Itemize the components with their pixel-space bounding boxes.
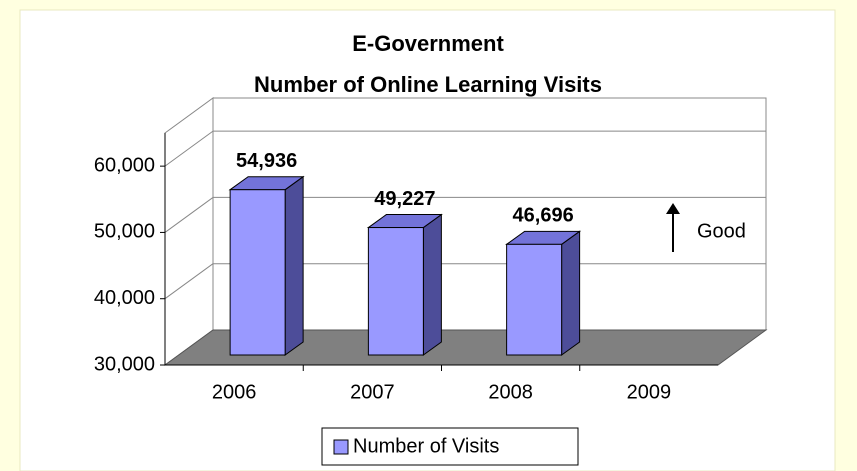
left-wall <box>164 97 214 366</box>
y-tick-label: 60,000 <box>94 154 155 176</box>
data-label: 54,936 <box>236 150 297 172</box>
y-tick-label: 40,000 <box>94 287 155 309</box>
bar <box>229 189 286 356</box>
data-label: 46,696 <box>513 205 574 227</box>
grid-line <box>164 197 214 233</box>
bar-side <box>422 213 442 356</box>
legend <box>321 427 579 466</box>
grid-line <box>164 130 214 167</box>
bar <box>506 243 563 356</box>
x-tick-label: 2008 <box>488 381 533 403</box>
bar-side <box>561 230 581 356</box>
bar <box>367 227 424 356</box>
chart-title: E-Government <box>352 31 504 56</box>
x-tick-label: 2007 <box>350 381 395 403</box>
x-tick-label: 2006 <box>212 381 257 403</box>
chart-subtitle: Number of Online Learning Visits <box>254 72 602 97</box>
legend-swatch <box>333 439 349 455</box>
annotation-arrowhead <box>666 203 680 214</box>
x-tick-label: 2009 <box>627 381 672 403</box>
legend-label: Number of Visits <box>353 435 499 457</box>
y-tick-label: 30,000 <box>94 353 155 375</box>
y-tick-label: 50,000 <box>94 221 155 243</box>
annotation: Good <box>697 220 746 242</box>
grid-line <box>164 263 214 300</box>
data-label: 49,227 <box>374 188 435 210</box>
bar-side <box>284 175 304 356</box>
